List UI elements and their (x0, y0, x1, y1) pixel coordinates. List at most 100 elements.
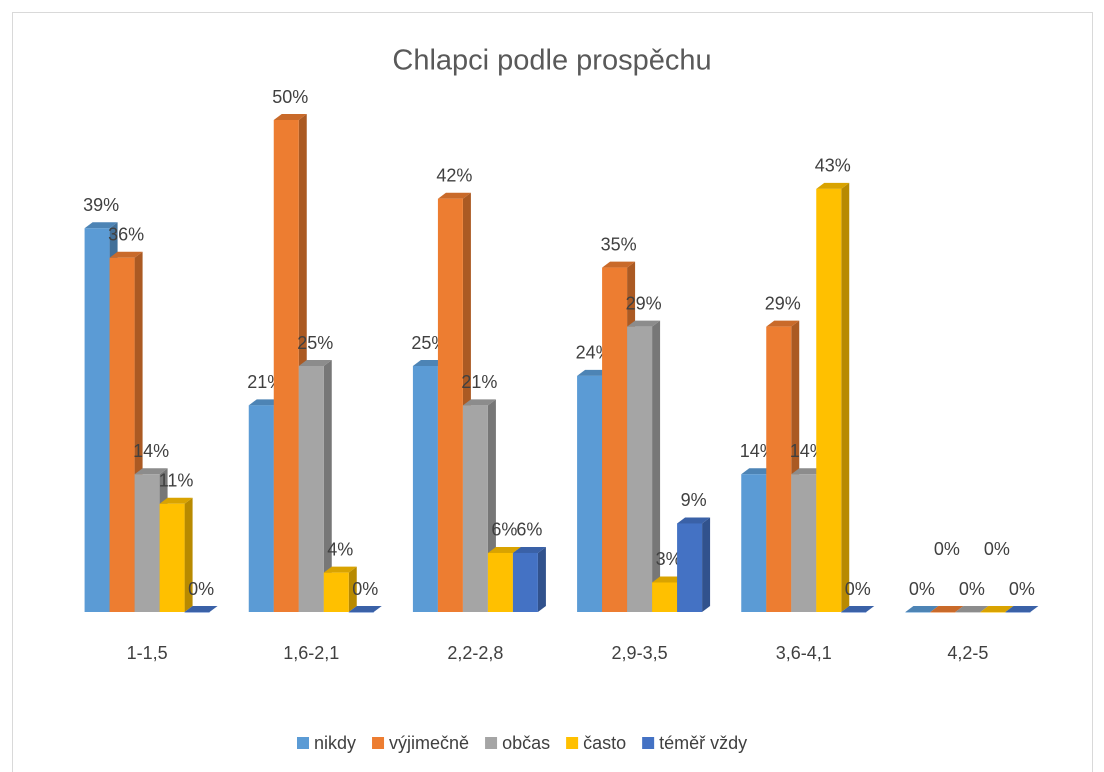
bar-top (298, 360, 332, 366)
legend-label: často (583, 733, 626, 753)
bar-front (248, 405, 274, 612)
bar-front (841, 612, 867, 613)
data-label: 42% (436, 165, 472, 185)
bar (512, 546, 546, 612)
bar (298, 360, 332, 612)
bar-top (412, 360, 446, 366)
legend-swatch (566, 737, 579, 749)
bar-front (577, 375, 603, 612)
chart-title: Chlapci podle prospěchu (392, 45, 711, 77)
bar-top (1005, 606, 1039, 612)
legend-label: nikdy (314, 733, 356, 753)
bar-top (577, 369, 611, 376)
bar (841, 606, 875, 613)
bar-top (134, 468, 168, 475)
bar-front (741, 474, 767, 612)
data-label: 0% (1009, 579, 1035, 599)
data-label: 43% (815, 156, 851, 176)
bar-top (487, 546, 521, 553)
bar-top (930, 606, 964, 612)
data-label: 0% (845, 579, 871, 599)
data-label: 50% (272, 87, 308, 107)
bar-top (248, 399, 282, 406)
bar-front (512, 552, 538, 612)
data-label: 0% (959, 579, 985, 599)
data-label: 4% (327, 539, 353, 559)
bar-side (652, 320, 661, 612)
bar-top (273, 114, 307, 120)
bar-front (273, 120, 299, 612)
data-label: 39% (83, 195, 119, 215)
data-label: 0% (934, 539, 960, 559)
data-label: 0% (352, 579, 378, 599)
data-label: 29% (626, 293, 662, 313)
data-label: 21% (461, 372, 497, 392)
bar-front (487, 552, 513, 612)
bar-front (905, 612, 931, 613)
bar-front (348, 612, 374, 613)
x-tick-label: 1,6-2,1 (283, 643, 339, 663)
bar-top (627, 320, 661, 327)
bar (816, 182, 850, 612)
data-label: 36% (108, 225, 144, 245)
bar-top (741, 468, 775, 475)
bar-front (627, 326, 653, 612)
bar-side (841, 182, 850, 612)
bar-top (462, 399, 496, 406)
bar (930, 606, 964, 613)
x-tick-label: 1-1,5 (127, 643, 168, 663)
bar-top (980, 606, 1014, 612)
bar (677, 517, 711, 612)
bar-front (298, 366, 324, 612)
bar-front (159, 503, 185, 612)
bar-top (905, 606, 939, 612)
bar-side (323, 360, 332, 612)
bar-side (184, 497, 193, 612)
bar (159, 497, 193, 612)
data-label: 29% (765, 293, 801, 313)
bar-front (791, 474, 817, 612)
bar-side (348, 566, 357, 612)
bar-top (602, 261, 636, 268)
bar-front (980, 612, 1006, 613)
bar-front (652, 582, 678, 612)
bar-side (702, 517, 711, 612)
bar-top (766, 320, 800, 327)
bar (348, 606, 382, 613)
bar-front (134, 474, 160, 612)
bar-top (84, 222, 118, 229)
bar-top (955, 606, 989, 612)
bar-front (323, 572, 349, 612)
bar (980, 606, 1014, 613)
bar-front (462, 405, 488, 612)
legend-label: téměř vždy (659, 733, 747, 753)
bar-front (766, 326, 792, 612)
bar-front (677, 523, 703, 612)
data-label: 3% (656, 549, 682, 569)
bar-top (437, 192, 471, 199)
legend-label: výjimečně (389, 733, 469, 753)
bar-front (437, 198, 463, 612)
legend-label: občas (502, 733, 550, 753)
bar (627, 320, 661, 612)
data-label: 0% (188, 579, 214, 599)
data-label: 6% (491, 520, 517, 540)
bar (323, 566, 357, 612)
bar-top (791, 468, 825, 475)
x-tick-label: 4,2-5 (947, 643, 988, 663)
chart-frame (12, 12, 1093, 772)
bar-front (930, 612, 956, 613)
bar-front (109, 257, 135, 612)
bar-top (323, 566, 357, 573)
x-tick-label: 3,6-4,1 (776, 643, 832, 663)
data-label: 25% (297, 333, 333, 353)
data-label: 14% (133, 441, 169, 461)
bar-top (652, 576, 686, 583)
bar (905, 606, 939, 613)
legend-swatch (297, 737, 309, 749)
bar (109, 251, 143, 612)
data-label: 9% (681, 490, 707, 510)
data-label: 35% (601, 234, 637, 254)
data-label: 0% (984, 539, 1010, 559)
bar-side (537, 546, 546, 612)
